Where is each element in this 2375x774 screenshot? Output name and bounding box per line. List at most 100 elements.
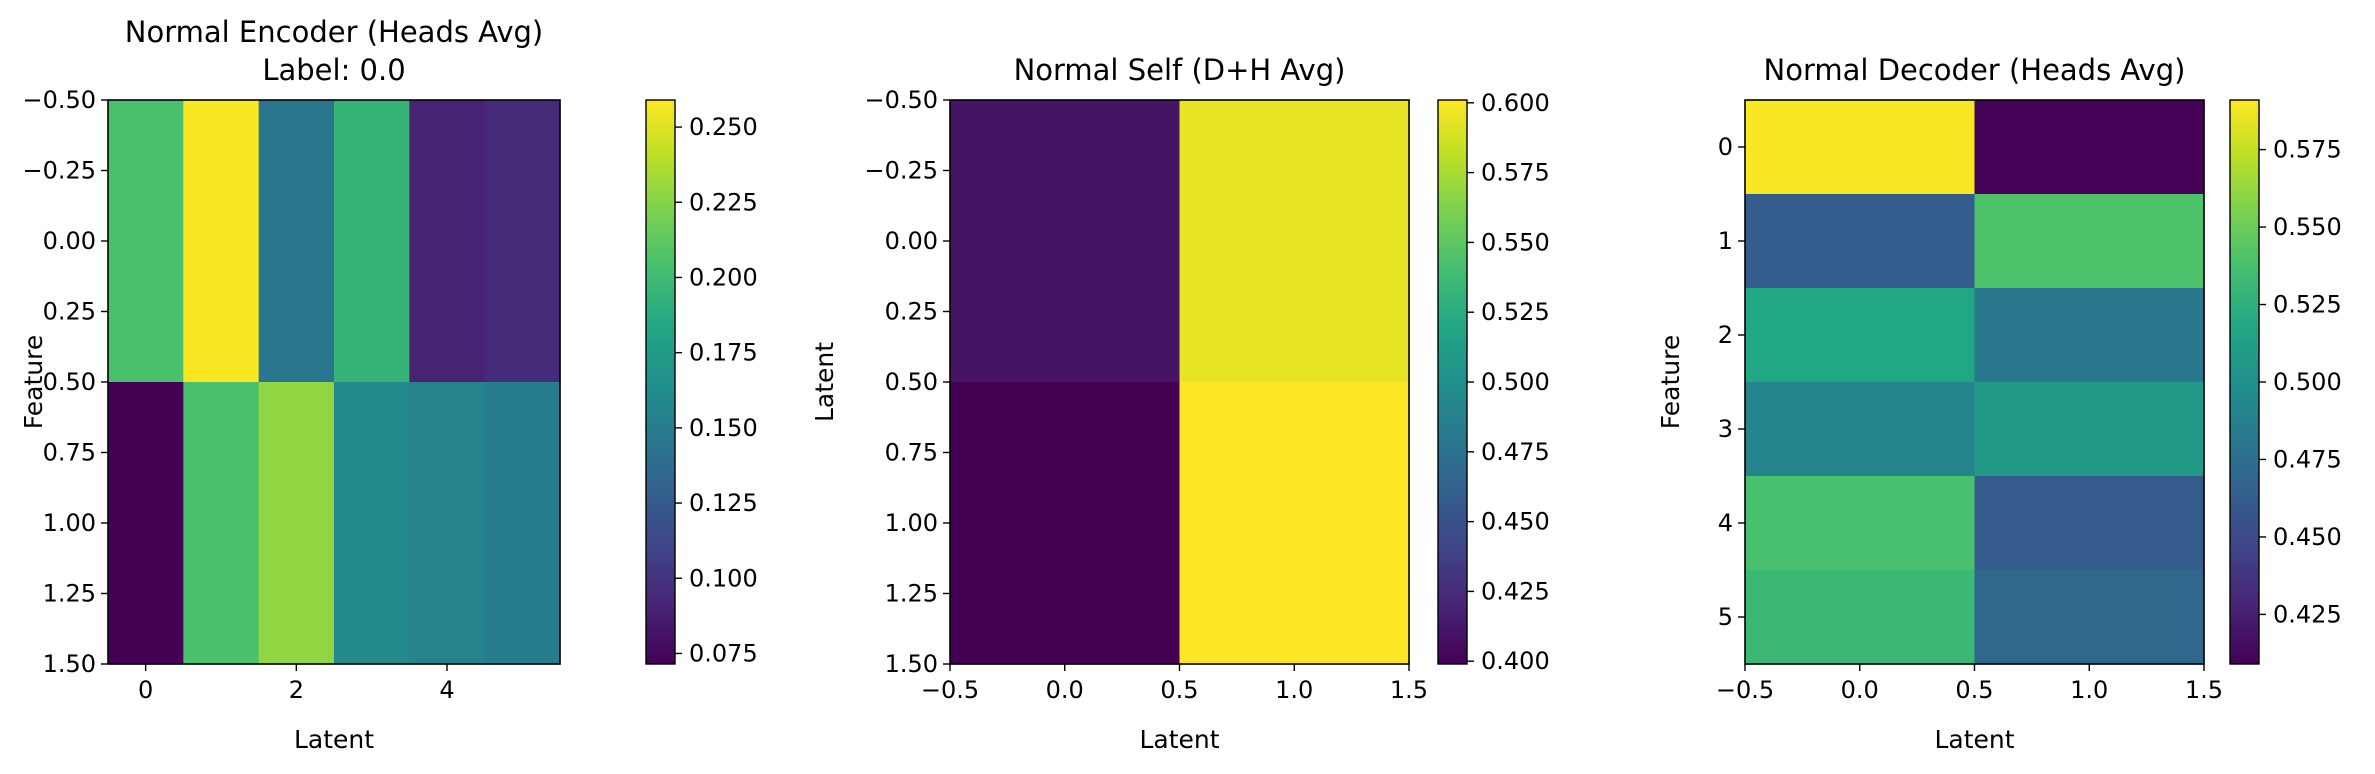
- heatmap-cell-r0-c1: [1974, 100, 2205, 195]
- heatmap-cell-r0-c4: [409, 100, 486, 383]
- colorbar-tick-label: 0.525: [2273, 291, 2342, 319]
- heatmap-cell-r0-c1: [1179, 100, 1410, 383]
- y-tick-label: 0.75: [43, 439, 96, 467]
- colorbar-tick-label: 0.425: [1481, 577, 1550, 605]
- y-tick-label: 5: [1718, 603, 1733, 631]
- chart-subtitle: Label: 0.0: [262, 53, 405, 87]
- heatmap-cell-r4-c0: [1745, 476, 1976, 571]
- colorbar-tick-label: 0.500: [1481, 368, 1550, 396]
- heatmap-cell-r3-c1: [1974, 382, 2205, 477]
- heatmap-cell-r1-c3: [334, 382, 410, 665]
- heatmap-cell-r1-c0: [1745, 194, 1976, 289]
- heatmap-cell-r0-c5: [484, 100, 561, 383]
- colorbar-tick-label: 0.550: [2273, 213, 2342, 241]
- colorbar-tick-label: 0.225: [689, 188, 758, 216]
- y-tick-label: 0.75: [885, 439, 938, 467]
- heatmap-cell-r4-c1: [1974, 476, 2205, 571]
- y-tick-label: 1.25: [885, 580, 938, 608]
- y-tick-label: 0: [1718, 133, 1733, 161]
- x-axis-label: Latent: [1139, 725, 1219, 754]
- heatmap-cell-r0-c0: [108, 100, 184, 383]
- colorbar-tick-label: 0.125: [689, 489, 758, 517]
- heatmap-cell-r2-c1: [1974, 288, 2205, 383]
- y-tick-label: −0.50: [22, 86, 96, 114]
- y-tick-label: 3: [1718, 415, 1733, 443]
- heatmap-cell-r1-c5: [484, 382, 561, 665]
- colorbar: [2229, 99, 2260, 665]
- heatmap-cell-r2-c0: [1745, 288, 1976, 383]
- heatmap-panel-3: −0.5 0.0 0.5 1.0 1.5 0 1 2 3 4 5 Latent Feature Norma…: [1656, 53, 2342, 754]
- heatmap-cell-r0-c2: [258, 100, 335, 383]
- x-tick-label: 0: [138, 676, 153, 704]
- y-axis-label: Latent: [810, 342, 839, 422]
- x-tick-label: −0.5: [921, 676, 979, 704]
- chart-title: Normal Decoder (Heads Avg): [1764, 53, 2186, 87]
- heatmap-cell-r1-c0: [108, 382, 184, 665]
- y-tick-label: −0.50: [864, 86, 938, 114]
- y-tick-label: 1.25: [43, 580, 96, 608]
- colorbar-tick-label: 0.575: [1481, 159, 1550, 187]
- x-tick-label: −0.5: [1716, 676, 1774, 704]
- y-axis-label: Feature: [1656, 335, 1685, 429]
- heatmap-cell-r1-c4: [409, 382, 486, 665]
- colorbar-tick-label: 0.550: [1481, 228, 1550, 256]
- x-tick-label: 1.0: [2070, 676, 2108, 704]
- y-tick-label: −0.25: [22, 157, 96, 185]
- y-tick-label: −0.25: [864, 157, 938, 185]
- x-tick-label: 1.0: [1275, 676, 1313, 704]
- y-tick-label: 1.50: [885, 650, 938, 678]
- y-tick-label: 0.50: [885, 368, 938, 396]
- colorbar-tick-label: 0.400: [1481, 647, 1550, 675]
- heatmap-cell-r0-c0: [1745, 100, 1976, 195]
- colorbar-tick-label: 0.575: [2273, 136, 2342, 164]
- colorbar-tick-label: 0.250: [689, 113, 758, 141]
- colorbar-tick-label: 0.500: [2273, 368, 2342, 396]
- heatmap-cell-r1-c1: [1974, 194, 2205, 289]
- heatmap-cell-r1-c0: [950, 382, 1181, 665]
- x-tick-label: 0.0: [1046, 676, 1084, 704]
- colorbar-tick-label: 0.200: [689, 263, 758, 291]
- heatmap-cell-r1-c2: [258, 382, 335, 665]
- heatmap-cell-r5-c0: [1745, 570, 1976, 665]
- y-tick-label: 1.00: [885, 509, 938, 537]
- colorbar-tick-label: 0.475: [1481, 438, 1550, 466]
- heatmap-panel-2: −0.5 0.0 0.5 1.0 1.5 −0.50 −0.25 0.00 0.25 0.50 0.…: [810, 53, 1550, 754]
- y-tick-label: 4: [1718, 509, 1733, 537]
- y-tick-label: 2: [1718, 321, 1733, 349]
- heatmap-cell-r0-c0: [950, 100, 1181, 383]
- chart-title: Normal Self (D+H Avg): [1014, 53, 1346, 87]
- colorbar-tick-label: 0.175: [689, 339, 758, 367]
- colorbar-tick-label: 0.475: [2273, 445, 2342, 473]
- y-tick-label: 0.50: [43, 368, 96, 396]
- x-tick-label: 1.5: [1390, 676, 1428, 704]
- y-tick-label: 1: [1718, 227, 1733, 255]
- heatmap-cell-r1-c1: [183, 382, 260, 665]
- y-axis-label: Feature: [19, 335, 48, 429]
- y-tick-label: 1.00: [43, 509, 96, 537]
- chart-title: Normal Encoder (Heads Avg): [125, 15, 543, 49]
- heatmap-panel-1: 0 2 4 −0.50 −0.25 0.00 0.25 0.50 0.75 1.00 1.25 1.5…: [19, 15, 758, 754]
- heatmap-cell-r0-c3: [334, 100, 410, 383]
- heatmap-cell-r5-c1: [1974, 570, 2205, 665]
- colorbar-tick-label: 0.150: [689, 414, 758, 442]
- colorbar-tick-label: 0.450: [2273, 523, 2342, 551]
- y-tick-label: 0.25: [885, 298, 938, 326]
- x-axis-label: Latent: [294, 725, 374, 754]
- x-tick-label: 0.0: [1841, 676, 1879, 704]
- colorbar-tick-label: 0.600: [1481, 89, 1550, 117]
- y-tick-label: 1.50: [43, 650, 96, 678]
- x-tick-label: 4: [439, 676, 454, 704]
- heatmap-cell-r3-c0: [1745, 382, 1976, 477]
- x-axis-label: Latent: [1934, 725, 2014, 754]
- x-tick-label: 0.5: [1955, 676, 1993, 704]
- colorbar: [1437, 99, 1468, 665]
- colorbar-tick-label: 0.075: [689, 639, 758, 667]
- x-tick-label: 1.5: [2185, 676, 2223, 704]
- y-tick-label: 0.00: [43, 227, 96, 255]
- x-tick-label: 0.5: [1160, 676, 1198, 704]
- y-tick-label: 0.25: [43, 298, 96, 326]
- heatmap-cell-r0-c1: [183, 100, 260, 383]
- colorbar-tick-label: 0.525: [1481, 298, 1550, 326]
- colorbar-tick-label: 0.450: [1481, 508, 1550, 536]
